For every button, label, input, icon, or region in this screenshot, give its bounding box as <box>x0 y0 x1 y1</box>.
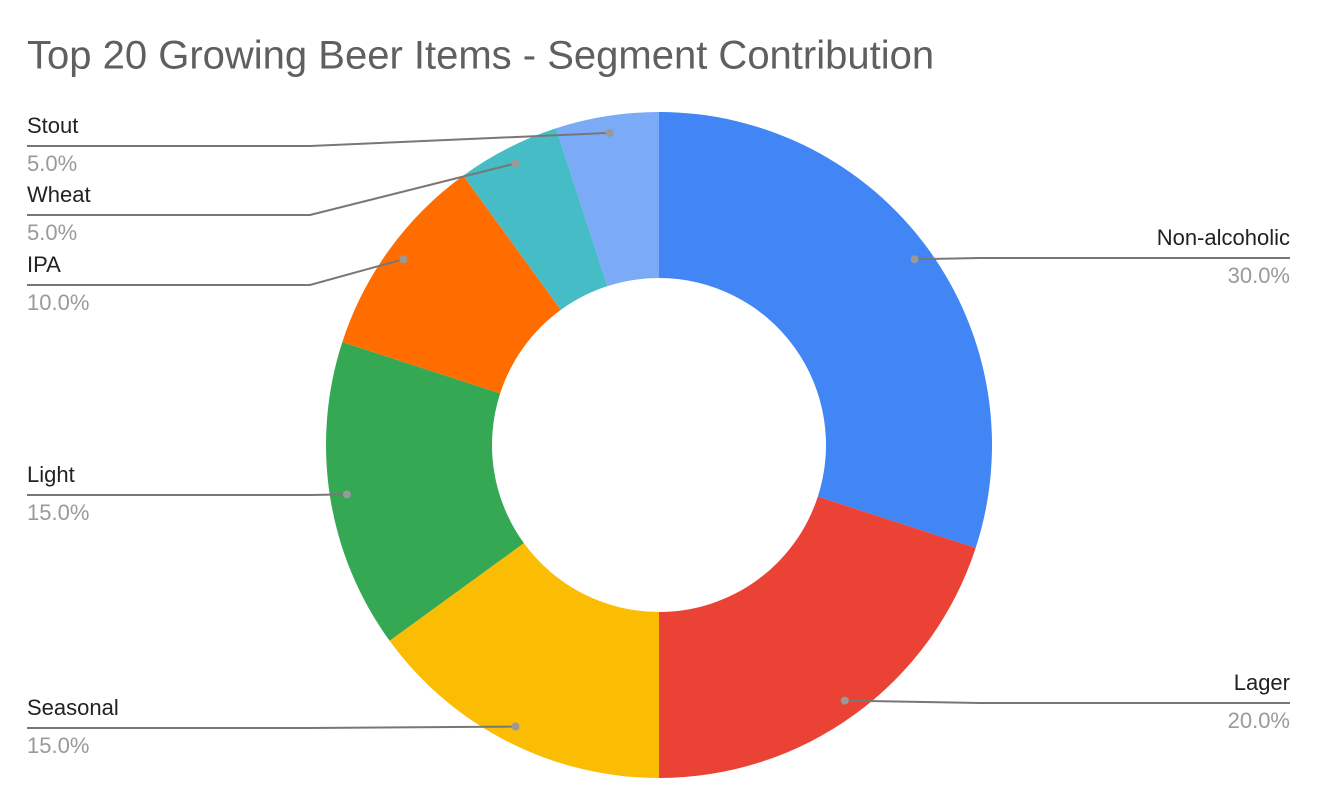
slice <box>659 496 976 778</box>
slice-percent: 30.0% <box>1228 263 1290 288</box>
slice-label: Stout <box>27 113 78 138</box>
leader-line <box>27 258 404 286</box>
slice <box>389 543 659 778</box>
slice-percent: 5.0% <box>27 220 77 245</box>
slice <box>342 175 561 394</box>
leader-line <box>27 162 516 216</box>
slice <box>463 128 608 310</box>
leader-dot <box>840 696 849 705</box>
slice-percent: 15.0% <box>27 733 89 758</box>
leader-line <box>844 699 1290 704</box>
leader-dot <box>511 159 520 168</box>
slice-label: Non-alcoholic <box>1157 225 1290 250</box>
slice-label: Wheat <box>27 182 91 207</box>
slice-label: Lager <box>1234 670 1290 695</box>
leader-line <box>914 257 1290 261</box>
slice-label: Seasonal <box>27 695 119 720</box>
slice-percent: 20.0% <box>1228 708 1290 733</box>
leader-dot <box>605 128 614 137</box>
slice-label: IPA <box>27 252 61 277</box>
leader-dot <box>511 722 520 731</box>
leader-line <box>27 131 610 147</box>
leader-dot <box>399 255 408 264</box>
leader-line <box>27 725 516 729</box>
slice-percent: 15.0% <box>27 500 89 525</box>
leader-dot <box>910 255 919 264</box>
slice <box>659 112 992 548</box>
slice-percent: 5.0% <box>27 151 77 176</box>
chart-title: Top 20 Growing Beer Items - Segment Cont… <box>27 34 934 78</box>
leader-dot <box>342 490 351 499</box>
slice-label: Light <box>27 462 75 487</box>
slice-percent: 10.0% <box>27 290 89 315</box>
slice <box>556 112 659 287</box>
leader-line <box>27 493 347 496</box>
slice <box>326 342 524 641</box>
